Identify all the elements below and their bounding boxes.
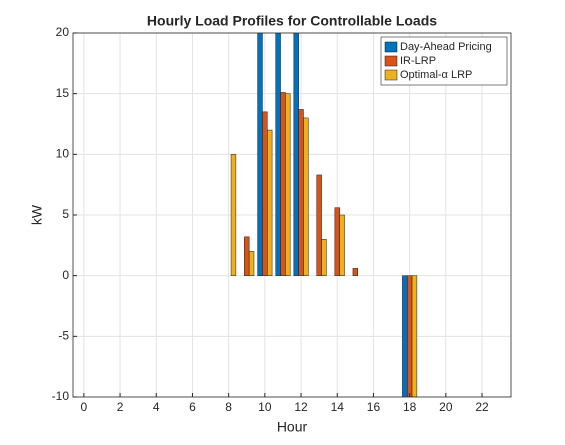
x-axis-label: Hour [277, 419, 308, 435]
bar [262, 111, 268, 276]
y-tick-label: 10 [56, 147, 70, 161]
legend: Day-Ahead Pricing IR-LRP Optimal-α LRP [380, 36, 508, 86]
legend-label: Optimal-α LRP [400, 69, 472, 81]
x-tick-label: 20 [439, 400, 453, 414]
x-tick-label: 10 [258, 400, 272, 414]
legend-swatch [384, 69, 398, 81]
x-tick-label: 4 [153, 400, 160, 414]
bar [321, 239, 327, 276]
bar [267, 129, 273, 276]
x-tick-label: 2 [117, 400, 124, 414]
legend-swatch [384, 41, 398, 53]
chart-title: Hourly Load Profiles for Controllable Lo… [147, 13, 437, 29]
bar [316, 174, 322, 276]
bar [303, 117, 309, 276]
legend-box [380, 36, 508, 86]
y-axis-label: kW [29, 204, 45, 225]
bar [352, 268, 359, 276]
bar [244, 236, 250, 276]
y-tick-label: -10 [52, 389, 70, 403]
x-tick-label: 22 [475, 400, 489, 414]
bar [298, 109, 304, 276]
bar [334, 207, 340, 276]
y-tick-label: -5 [58, 329, 69, 343]
y-tick-label: 15 [56, 86, 70, 100]
bar [257, 33, 263, 276]
x-tick-label: 18 [403, 400, 417, 414]
bar [339, 214, 345, 276]
ticks: -10 -5 0 5 10 15 20 0 2 4 6 8 10 12 14 16 18 20 22 [52, 25, 489, 414]
bar [280, 92, 286, 276]
y-tick-label: 0 [62, 268, 69, 282]
bar [285, 93, 291, 276]
y-tick-label: 5 [62, 207, 69, 221]
x-tick-label: 8 [225, 400, 232, 414]
y-tick-label: 20 [56, 25, 70, 39]
bar [275, 33, 281, 276]
bar [248, 251, 255, 276]
x-tick-label: 6 [189, 400, 196, 414]
bar [230, 154, 237, 276]
legend-label: Day-Ahead Pricing [400, 41, 492, 53]
x-tick-label: 0 [81, 400, 88, 414]
bar [293, 33, 299, 276]
x-tick-label: 12 [294, 400, 308, 414]
x-tick-label: 14 [331, 400, 345, 414]
legend-label: IR-LRP [400, 55, 436, 67]
bars [230, 33, 418, 397]
bar [411, 275, 418, 397]
legend-swatch [384, 55, 398, 67]
x-tick-label: 16 [367, 400, 381, 414]
